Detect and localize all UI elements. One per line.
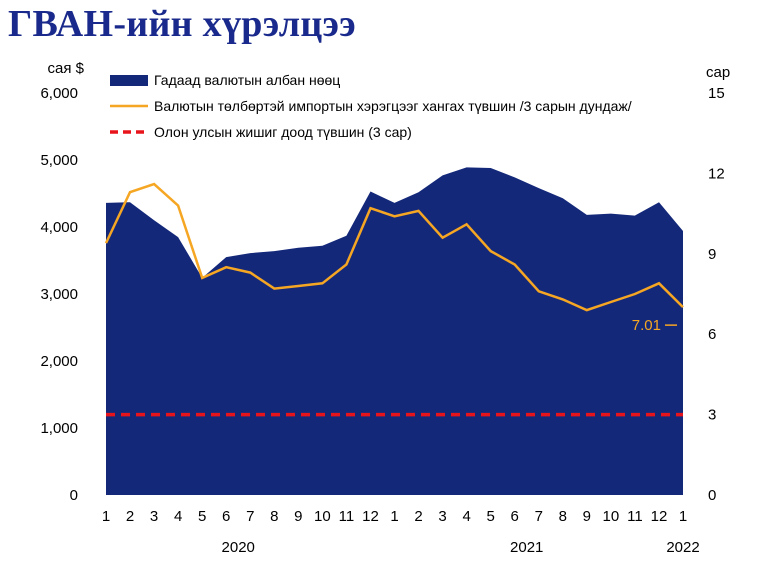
left-tick-label: 1,000 xyxy=(40,420,78,437)
x-tick-label: 4 xyxy=(174,508,182,525)
right-axis: сар 0 3 6 9 12 15 xyxy=(706,64,730,504)
left-axis-label: сая $ xyxy=(48,60,85,77)
legend-label: Валютын төлбөртэй импортын хэрэгцээг хан… xyxy=(154,98,632,114)
x-tick-label: 9 xyxy=(583,508,591,525)
page-title: ГВАН-ийн хүрэлцээ xyxy=(8,3,356,45)
left-tick-label: 3,000 xyxy=(40,286,78,303)
x-tick-label: 4 xyxy=(462,508,470,525)
x-tick-label: 5 xyxy=(486,508,494,525)
x-tick-label: 6 xyxy=(511,508,519,525)
x-tick-label: 6 xyxy=(222,508,230,525)
x-tick-label: 7 xyxy=(246,508,254,525)
x-tick-label: 12 xyxy=(362,508,379,525)
x-tick-label: 8 xyxy=(559,508,567,525)
x-tick-label: 12 xyxy=(651,508,668,525)
x-tick-label: 3 xyxy=(150,508,158,525)
reserves-area xyxy=(106,167,683,495)
x-tick-label: 2 xyxy=(414,508,422,525)
area-layer xyxy=(106,167,683,495)
left-tick-label: 6,000 xyxy=(40,85,78,102)
right-tick-label: 6 xyxy=(708,326,716,343)
year-label: 2020 xyxy=(222,539,255,556)
year-label: 2021 xyxy=(510,539,543,556)
annotation-layer: 7.01 xyxy=(632,317,677,334)
right-tick-label: 15 xyxy=(708,85,725,102)
x-tick-label: 2 xyxy=(126,508,134,525)
year-label: 2022 xyxy=(666,539,699,556)
x-tick-label: 11 xyxy=(339,508,355,525)
left-tick-label: 4,000 xyxy=(40,219,78,236)
x-tick-label: 1 xyxy=(102,508,110,525)
x-tick-label: 5 xyxy=(198,508,206,525)
right-tick-label: 12 xyxy=(708,165,725,182)
left-axis: сая $ 0 1,000 2,000 3,000 4,000 5,000 6,000 xyxy=(40,60,84,504)
x-tick-label: 3 xyxy=(438,508,446,525)
right-tick-label: 0 xyxy=(708,487,716,504)
x-tick-label: 11 xyxy=(627,508,643,525)
left-tick-label: 5,000 xyxy=(40,152,78,169)
x-tick-label: 7 xyxy=(535,508,543,525)
line-layer xyxy=(104,182,684,417)
x-tick-label: 1 xyxy=(679,508,687,525)
x-tick-label: 9 xyxy=(294,508,302,525)
right-axis-label: сар xyxy=(706,64,730,81)
left-tick-label: 0 xyxy=(70,487,78,504)
x-tick-label: 8 xyxy=(270,508,278,525)
x-tick-label: 10 xyxy=(314,508,331,525)
legend-label: Гадаад валютын албан нөөц xyxy=(154,72,340,88)
legend-swatch-area xyxy=(110,75,148,86)
x-tick-label: 1 xyxy=(390,508,398,525)
right-tick-label: 3 xyxy=(708,407,716,424)
right-tick-label: 9 xyxy=(708,246,716,263)
x-tick-label: 10 xyxy=(603,508,620,525)
left-tick-label: 2,000 xyxy=(40,353,78,370)
annotation-value: 7.01 xyxy=(632,317,661,334)
legend-label: Олон улсын жишиг доод түвшин (3 сар) xyxy=(154,124,412,140)
legend: Гадаад валютын албан нөөц Валютын төлбөрт… xyxy=(110,72,632,140)
